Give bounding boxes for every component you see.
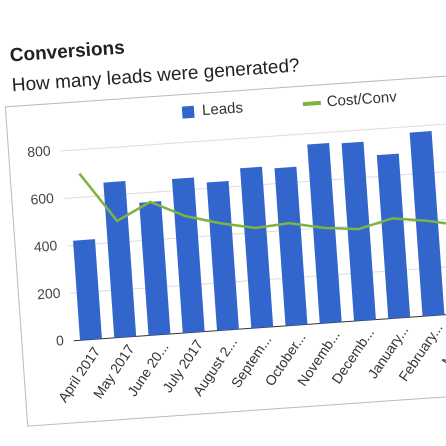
grid-line xyxy=(67,216,446,247)
chart-frame xyxy=(4,73,446,427)
y-tick-label: 400 xyxy=(33,237,58,255)
bar xyxy=(274,166,308,326)
bar xyxy=(171,177,205,334)
bar xyxy=(206,180,239,331)
chart-title: Conversions xyxy=(9,37,125,66)
bar xyxy=(103,181,137,338)
legend-label: Leads xyxy=(202,99,244,119)
grid-line xyxy=(63,169,446,199)
bar xyxy=(139,201,171,336)
card: Conversions How many leads were generate… xyxy=(4,37,446,427)
grid-line xyxy=(70,264,446,294)
bar xyxy=(73,239,102,341)
bar xyxy=(240,166,274,329)
legend-label: Cost/Conv xyxy=(326,89,398,111)
bar xyxy=(341,141,376,322)
bar xyxy=(409,131,445,317)
legend-swatch xyxy=(302,100,321,107)
y-tick-label: 0 xyxy=(55,332,64,349)
bar xyxy=(307,142,342,324)
legend-swatch xyxy=(181,105,195,119)
y-tick-label: 600 xyxy=(30,190,55,208)
line xyxy=(78,172,446,231)
grid-line xyxy=(73,311,446,342)
bar xyxy=(376,153,411,319)
y-tick-label: 800 xyxy=(27,142,52,160)
y-tick-label: 200 xyxy=(37,285,62,303)
grid-line xyxy=(60,121,446,152)
